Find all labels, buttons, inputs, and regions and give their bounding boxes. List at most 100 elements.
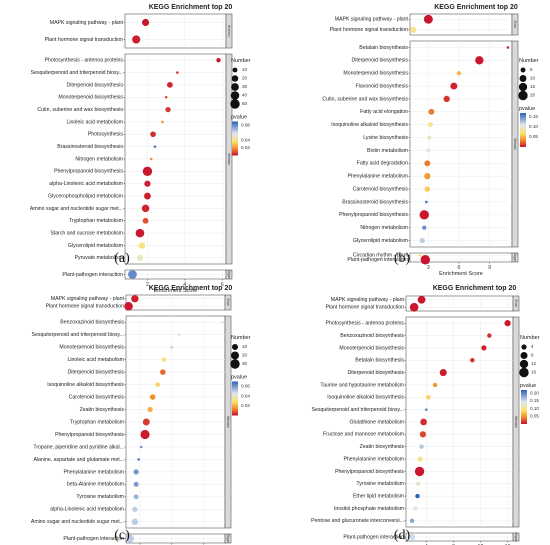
category-label: Plant-pathogen interaction [343,534,404,540]
legend-size-marker [520,67,526,73]
data-point [419,210,429,220]
x-tick-label: 9 [488,265,491,271]
category-label: MAPK signaling pathway - plant [50,20,124,26]
data-point [136,254,143,261]
category-label: Linoleic acid metabolism [67,357,124,363]
category-label: Plant hormone signal transduction [46,304,125,310]
category-label: Phenylalanine metabolism [63,469,124,475]
data-point [149,394,156,400]
category-label: Benzoxazinoid biosynthesis [60,320,124,326]
data-point [413,506,418,511]
category-label: Phenylpropanoid biosynthesis [339,212,408,218]
facet-strip-label: Organ [513,253,517,263]
legend-size-marker [231,83,239,91]
category-label: Amino sugar and nucleotide sugar met... [31,519,124,525]
data-point [428,108,435,115]
category-label: Tyrosine metabolism [356,481,404,487]
facet-strip-label: Organ [226,534,230,544]
colorbar-tick-label: 0.10 [530,406,539,411]
legend-size-label: 40 [242,93,248,98]
data-point [166,81,173,88]
chart-title: KEGG Enrichment top 20 [434,4,518,11]
legend-size-marker [519,75,527,82]
category-label: Glycerolipid metabolism [68,243,123,249]
category-label: Isoquinoline alkaloid biosynthesis [331,122,408,128]
category-label: Tryptophan metabolism [70,419,124,425]
category-label: MAPK signaling pathway - plant [335,17,409,23]
facet-envir: Envir MAPK signaling pathway - plant Plant… [330,13,519,36]
legend-size-marker [232,67,238,73]
data-point [141,204,150,213]
colorbar-tick-label: 0.10 [529,124,538,129]
category-label: Monoterpenoid biosynthesis [339,345,404,351]
facet-strip-label: Organ [514,532,518,542]
facet-strip-label: Envir [513,21,517,30]
facet-organ: Organ Plant-pathogen interaction [63,533,232,544]
category-label: Glutathione metabolism [350,419,405,425]
category-label: Diterpenoid biosynthesis [351,58,408,64]
data-point [133,469,139,475]
data-point [475,56,484,65]
data-point [161,120,164,124]
facet-envir: Envir MAPK signaling pathway - plant Plant… [46,294,232,311]
data-point [176,71,179,74]
colorbar-tick-label: 0.08 [241,122,250,127]
data-point [420,418,427,426]
legend-size-label: 50 [242,101,248,106]
category-label: Zeatin biosynthesis [80,407,125,413]
data-point [153,145,157,148]
legend-size-label: 10 [530,76,536,81]
colorbar-tick-label: 0.15 [529,114,538,119]
panel-b: KEGG Enrichment top 20 Envir MAPK signalin… [322,4,538,277]
data-point [131,295,139,303]
facet-organ: Organ Plant-pathogen interaction [343,532,520,542]
chart-title: KEGG Enrichment top 20 [433,285,517,292]
category-label: Ether lipid metabolism [353,493,404,499]
category-label: Betalain biosynthesis [355,358,404,364]
data-point [426,148,431,153]
category-label: MAPK signaling pathway - plant [331,297,405,303]
data-point [160,369,166,375]
colorbar-tick-label: 0.15 [530,398,539,403]
data-point [131,518,139,526]
pvalue-colorbar [232,381,238,416]
facet-strip [512,295,520,312]
category-label: Alanine, aspartate and glutamate met... [33,457,124,463]
facet-metabo: Metabo Benzoxazinoid biosynthesis Sesquite… [31,315,232,529]
data-point [504,320,511,327]
colorbar-tick-label: 0.02 [241,403,250,408]
pvalue-colorbar [521,390,527,424]
data-point [221,320,224,324]
chart-title: KEGG Enrichment top 20 [149,285,233,292]
legend-size-label: 10 [242,344,248,349]
x-axis-label: Enrichment Score [439,271,483,277]
data-point [419,444,424,449]
category-label: MAPK signaling pathway - plant [51,296,125,302]
chart-title: KEGG Enrichment top 20 [149,4,233,11]
data-point [216,57,221,63]
data-point [426,395,431,400]
category-label: Inositol phosphate metabolism [334,506,404,512]
data-point [408,533,416,541]
legend-size-marker [519,367,529,378]
data-point [144,180,151,187]
category-label: Nitrogen metabolism [75,156,123,162]
category-label: Phenylpropanoid biosynthesis [54,169,123,175]
data-point [439,369,447,377]
facet-strip-label: Envir [514,300,518,309]
legend-size-marker [519,359,529,369]
facet-frame [124,13,227,49]
facet-strip [224,294,232,311]
category-label: Flavonoid biosynthesis [356,83,409,89]
category-label: Monoterpenoid biosynthesis [58,95,123,101]
data-point [470,358,475,363]
data-point [137,458,140,461]
panel-d: KEGG Enrichment top 20 Envir MAPK signalin… [311,285,540,545]
colorbar-tick-label: 0.05 [529,134,538,139]
data-point [424,186,431,192]
data-point [147,406,153,413]
data-point [506,46,510,49]
facet-metabo: Metabo Betalain biosynthesis Diterpenoid b… [322,40,519,248]
data-point [432,382,438,388]
